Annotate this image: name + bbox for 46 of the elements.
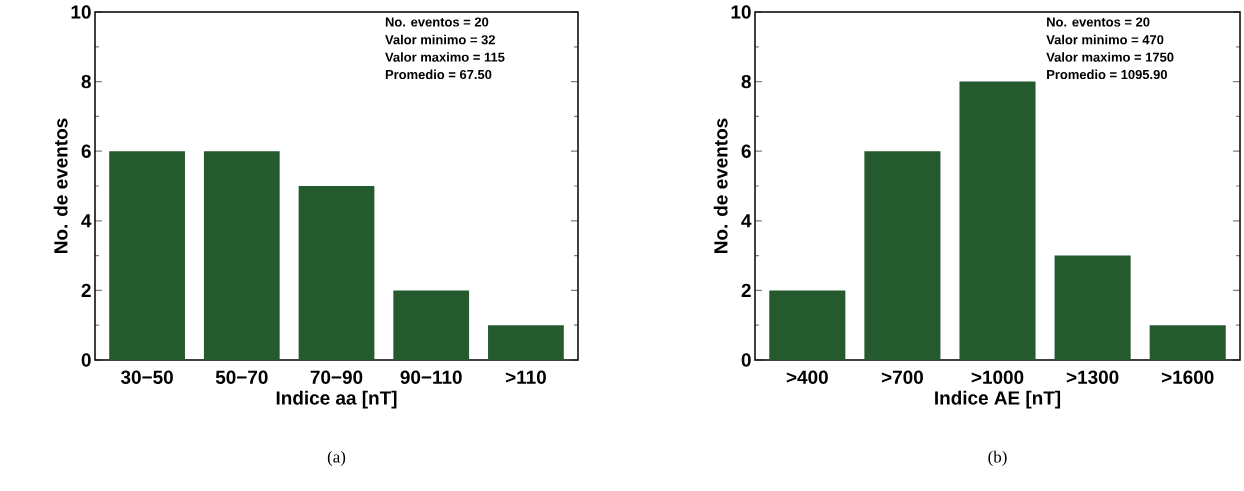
y-tick-label: 10: [731, 5, 751, 19]
y-tick-label: 6: [741, 144, 751, 158]
annotation: No. eventos = 20: [1047, 17, 1150, 27]
text: (a): [327, 450, 346, 467]
x-tick-label: 90−110: [400, 370, 462, 384]
y-tick-label: 2: [741, 283, 751, 298]
bar: [488, 325, 564, 360]
bar: [203, 151, 280, 360]
annotation: Promedio = 67.50: [385, 69, 492, 80]
annotation: Valor maximo = 115: [385, 52, 505, 62]
annotation: Valor maximo = 1750: [1046, 52, 1174, 62]
bar: [769, 290, 846, 360]
bar: [298, 186, 375, 360]
bar: [864, 151, 941, 360]
x-tick-label: >110: [505, 370, 546, 384]
bar: [393, 290, 470, 360]
x-tick-label: >1600: [1161, 370, 1214, 384]
x-tick-label: 70−90: [310, 370, 363, 384]
y-tick-label: 0: [81, 353, 91, 367]
x-tick-label: >1300: [1066, 370, 1119, 384]
y-axis-title: No. de eventos: [53, 118, 68, 253]
x-tick-label: >1000: [971, 370, 1024, 384]
annotation: Promedio = 1095.90: [1047, 69, 1167, 80]
bar: [109, 151, 185, 360]
y-tick-label: 4: [81, 214, 92, 228]
y-tick-label: 8: [81, 74, 91, 89]
annotation: Valor minimo = 32: [385, 34, 495, 45]
y-tick-label: 10: [71, 5, 91, 19]
x-axis-title: Indice AE [nT]: [935, 390, 1061, 409]
y-tick-label: 2: [81, 283, 91, 298]
x-axis-title: Indice aa [nT]: [276, 390, 397, 409]
y-tick-label: 8: [741, 74, 751, 89]
text: (b): [988, 450, 1007, 467]
bar: [959, 81, 1036, 360]
y-tick-label: 0: [741, 353, 751, 367]
x-tick-label: >700: [881, 370, 923, 384]
bar: [1149, 325, 1226, 360]
y-tick-label: 6: [81, 144, 91, 158]
x-tick-label: >400: [786, 370, 828, 384]
x-tick-label: 30−50: [120, 370, 173, 384]
y-tick-label: 4: [741, 214, 752, 228]
y-axis-title: No. de eventos: [713, 118, 728, 253]
bar: [1054, 255, 1131, 360]
annotation: No. eventos = 20: [385, 17, 489, 27]
x-tick-label: 50−70: [215, 370, 268, 384]
annotation: Valor minimo = 470: [1046, 34, 1164, 45]
